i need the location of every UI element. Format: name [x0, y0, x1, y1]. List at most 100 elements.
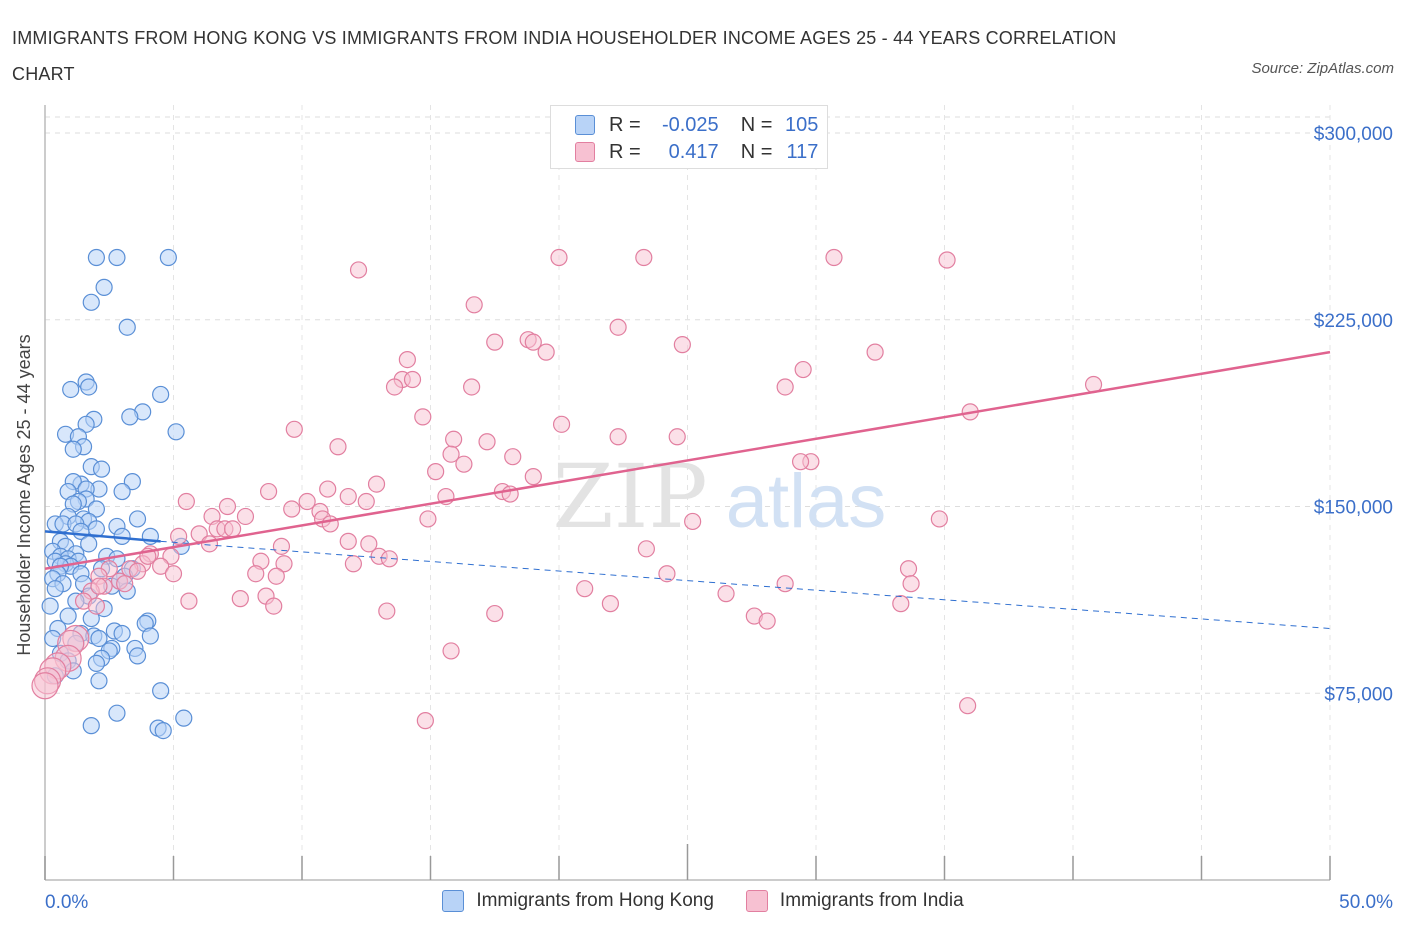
data-point-hong-kong [64, 440, 82, 458]
trend-line-hong-kong-extension [160, 540, 1331, 630]
data-point-india [357, 492, 375, 511]
x-tick-label-max: 50.0% [1339, 892, 1393, 913]
data-point-hong-kong [77, 415, 95, 433]
data-point-hong-kong [87, 248, 106, 267]
data-point-india [552, 415, 571, 433]
series-india [31, 248, 1103, 730]
data-point-india [442, 642, 460, 660]
data-point-india [416, 712, 434, 730]
data-point-india [180, 592, 198, 610]
trend-lines [44, 350, 1331, 630]
data-point-india [684, 512, 702, 531]
data-point-india [673, 336, 691, 354]
data-point-hong-kong [152, 385, 170, 404]
legend-r-label: R = [609, 140, 641, 163]
data-point-india [478, 433, 496, 451]
axis-labels: $75,000 $150,000 $225,000 $300,000 0.0% 50.0% [45, 124, 1393, 913]
legend-swatch-india [745, 890, 768, 912]
legend-swatch-india [575, 142, 595, 162]
data-point-india [866, 343, 884, 361]
data-point-india [902, 575, 920, 593]
data-point-india [601, 595, 620, 613]
data-point-india [321, 515, 339, 533]
data-point-hong-kong [80, 378, 98, 396]
data-point-india [90, 577, 108, 595]
data-point-india [272, 537, 291, 555]
legend-swatch-hong-kong [575, 115, 595, 135]
data-point-hong-kong [90, 629, 108, 648]
legend-r-value: 0.417 [668, 140, 719, 163]
trend-line-india [44, 350, 1331, 570]
data-point-india [283, 500, 301, 518]
data-point-hong-kong [46, 580, 64, 598]
data-point-india [385, 378, 404, 396]
data-point-hong-kong [123, 473, 141, 491]
data-point-india [200, 535, 219, 553]
data-point-india [344, 555, 362, 573]
legend-r-value: -0.025 [661, 113, 719, 136]
data-point-hong-kong [121, 408, 139, 426]
data-point-india [776, 575, 794, 593]
data-point-india [794, 360, 812, 379]
data-point-india [609, 318, 627, 336]
data-point-india [339, 532, 357, 550]
legend-n-label: N = [740, 140, 773, 163]
data-point-india [463, 378, 481, 396]
data-point-india [776, 378, 794, 396]
legend-n-value: 105 [785, 113, 819, 136]
data-point-india [414, 408, 432, 426]
data-point-india [899, 560, 918, 578]
y-tick-label: $150,000 [1314, 498, 1393, 519]
data-point-india [87, 597, 106, 615]
data-point-india [419, 510, 437, 528]
data-point-india [170, 527, 188, 545]
data-point-india [930, 510, 948, 528]
y-tick-label: $75,000 [1324, 684, 1393, 705]
data-point-hong-kong [87, 654, 106, 672]
data-point-india [758, 612, 776, 630]
data-point-india [224, 520, 242, 538]
data-point-india [403, 370, 422, 389]
data-point-india [524, 333, 542, 351]
data-point-india [445, 430, 463, 448]
watermark-atlas: atlas [726, 459, 887, 544]
series-legend: Immigrants from Hong Kong Immigrants fro… [0, 890, 1406, 912]
legend-n-value: 117 [786, 140, 819, 163]
data-point-india [360, 535, 378, 553]
y-tick-label: $300,000 [1314, 124, 1393, 145]
data-point-hong-kong [41, 597, 59, 615]
data-point-india [319, 480, 337, 498]
data-point-hong-kong [152, 682, 170, 700]
data-point-india [31, 672, 59, 700]
data-point-india [329, 438, 347, 456]
data-point-india [455, 455, 473, 473]
data-point-india [486, 604, 504, 623]
data-point-india [609, 428, 627, 446]
data-point-india [218, 497, 237, 516]
data-point-india [637, 540, 655, 558]
data-point-hong-kong [128, 510, 147, 528]
data-point-india [635, 248, 653, 267]
data-point-india [576, 580, 594, 598]
data-point-hong-kong [154, 721, 172, 740]
data-point-india [275, 555, 293, 573]
data-point-india [717, 585, 735, 603]
y-tick-label: $225,000 [1314, 311, 1393, 332]
chart-title: IMMIGRANTS FROM HONG KONG VS IMMIGRANTS … [12, 28, 1117, 84]
x-tick-label-min: 0.0% [45, 892, 88, 913]
data-point-india [231, 590, 249, 608]
data-point-india [349, 261, 368, 279]
data-point-india [378, 602, 396, 620]
data-point-hong-kong [159, 248, 177, 267]
data-point-hong-kong [59, 607, 77, 625]
legend-label-hong-kong: Immigrants from Hong Kong [476, 890, 714, 911]
legend-n-label: N = [740, 113, 773, 136]
data-point-india [550, 248, 568, 267]
data-point-india [938, 251, 956, 269]
data-point-india [247, 565, 265, 583]
source-label: Source: ZipAtlas.com [1251, 60, 1394, 77]
data-point-hong-kong [113, 624, 131, 643]
data-point-india [152, 557, 170, 575]
data-point-india [367, 475, 386, 493]
data-point-india [177, 492, 195, 511]
